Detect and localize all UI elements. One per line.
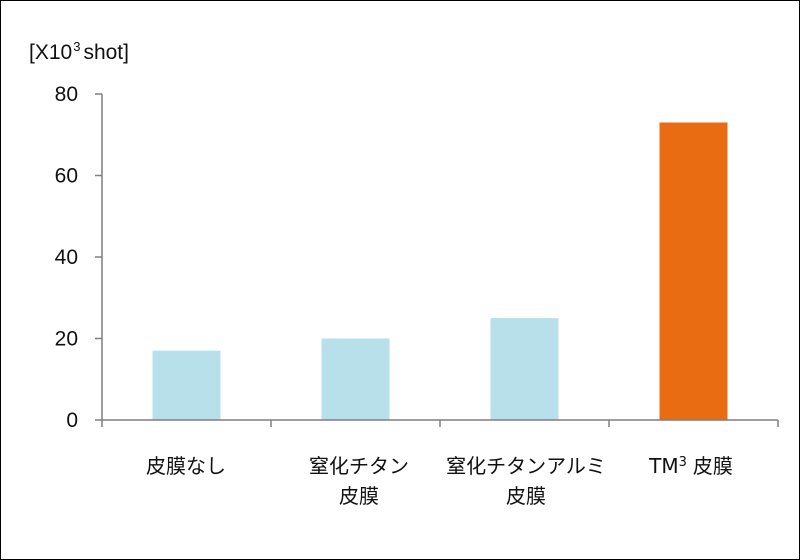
category-label-titanium-aluminum-nitride: 窒化チタンアルミ 皮膜: [446, 454, 606, 508]
y-tick-label: 0: [66, 409, 78, 432]
y-tick-label: 20: [55, 328, 78, 351]
bar-1: [321, 338, 390, 420]
bar-3: [659, 122, 728, 420]
y-tick-label: 80: [55, 83, 78, 106]
y-tick-label: 40: [55, 246, 78, 269]
category-label-titanium-nitride: 窒化チタン 皮膜: [309, 454, 409, 508]
bar-2: [490, 318, 559, 420]
category-label-tm3-coating: TM3 皮膜: [649, 454, 733, 478]
bar-0: [152, 350, 221, 420]
category-label-no-coating: 皮膜なし: [146, 454, 226, 478]
y-axis-unit-label: [X103 shot]: [29, 39, 129, 64]
y-tick-label: 60: [55, 165, 78, 188]
